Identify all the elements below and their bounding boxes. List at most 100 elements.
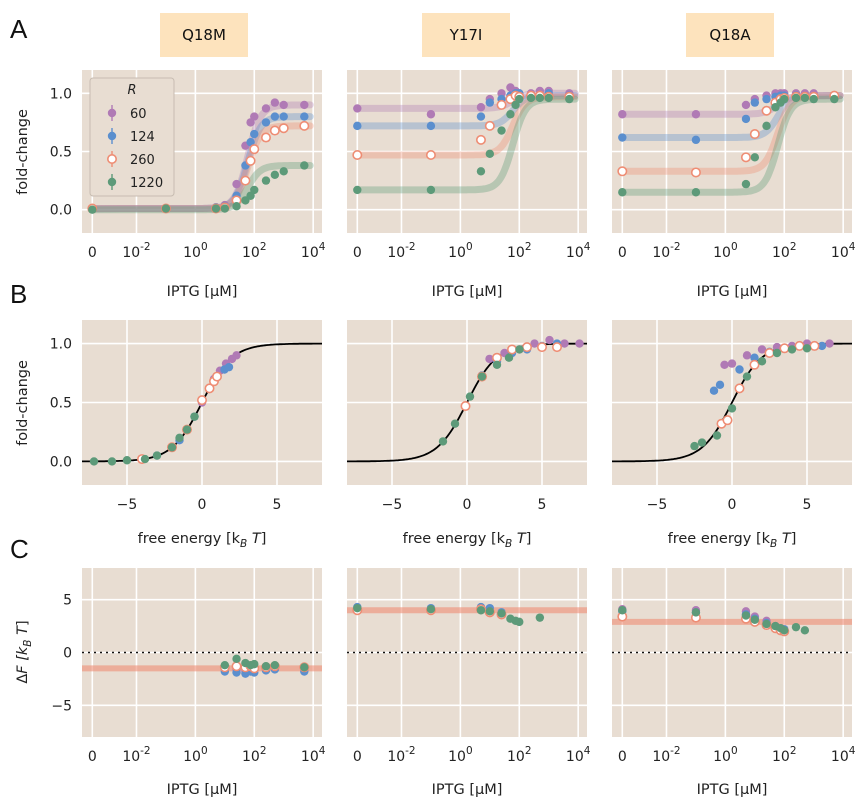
data-point-260 — [740, 152, 751, 163]
mutant-title-text: Q18M — [182, 26, 226, 44]
x-tick-label: 5 — [803, 497, 812, 513]
x-tick-label: 104 — [301, 241, 326, 261]
data-point-60 — [560, 339, 569, 348]
x-axis-label: IPTG [µM] — [167, 284, 238, 300]
data-point-1220 — [526, 93, 536, 103]
data-point-124 — [279, 112, 288, 121]
legend-box — [89, 77, 175, 197]
data-point-1220 — [107, 457, 117, 466]
y-tick-label: 0.0 — [50, 454, 72, 470]
data-point-1220 — [465, 392, 475, 401]
data-point-260 — [212, 371, 223, 382]
data-point-1220 — [800, 93, 810, 103]
data-point-260 — [551, 342, 562, 353]
legend-marker-1220 — [107, 177, 117, 187]
data-point-1220 — [497, 126, 506, 135]
data-point-260 — [475, 134, 486, 145]
data-point-260 — [197, 395, 208, 406]
title-box — [160, 13, 248, 57]
x-tick-label: 102 — [507, 745, 532, 765]
x-axis-label: IPTG [µM] — [167, 782, 238, 798]
data-point-1220 — [504, 353, 514, 362]
data-point-124 — [353, 121, 362, 131]
y-tick-label: 1.0 — [50, 337, 72, 353]
data-point-1220 — [618, 188, 627, 197]
data-point-1220 — [250, 185, 259, 195]
data-point-1220 — [182, 425, 192, 434]
data-point-260 — [352, 149, 363, 160]
data-point-60 — [742, 351, 752, 360]
title-box — [686, 13, 774, 57]
x-tick-label: 0 — [353, 749, 362, 765]
data-point-1220 — [279, 167, 288, 176]
panel-letter-c: C — [10, 534, 29, 564]
x-axis-label: free energy [kB T] — [668, 531, 797, 550]
data-point-260 — [617, 166, 628, 177]
legend-label-124: 124 — [130, 130, 155, 145]
data-point-124 — [817, 341, 827, 351]
x-tick-label: 0 — [463, 497, 472, 513]
data-point-1220 — [426, 604, 436, 614]
panel-b-1: −5 0 5 0.0 0.5 1.0 free energy [kB T] — [50, 320, 322, 550]
data-point-260 — [749, 359, 760, 370]
data-point-60 — [250, 112, 259, 121]
data-point-124 — [250, 129, 259, 139]
data-point-260 — [240, 175, 251, 186]
data-point-1220 — [492, 360, 502, 369]
data-point-124 — [709, 386, 719, 395]
data-point-124 — [300, 112, 309, 121]
data-point-1220 — [300, 663, 309, 672]
x-axis-label: free energy [kB T] — [403, 531, 532, 550]
panel-a-2: 0 10-2 100 102 104 IPTG [µM] — [347, 70, 591, 300]
data-point-1220 — [161, 204, 171, 213]
x-tick-label: 0 — [198, 497, 207, 513]
data-point-260 — [506, 344, 517, 355]
x-tick-label: 0 — [618, 749, 627, 765]
data-point-124 — [691, 135, 701, 145]
data-point-124 — [735, 365, 744, 374]
y-tick-label: 5 — [63, 593, 72, 609]
data-point-260 — [809, 340, 820, 351]
data-point-260 — [749, 129, 760, 140]
x-tick-label: 104 — [566, 745, 591, 765]
x-axis-label: IPTG [µM] — [432, 284, 503, 300]
legend: R 60 124 260 1220 — [89, 77, 175, 197]
mutant-title-text: Q18A — [709, 26, 751, 44]
y-axis-label-b: fold-change — [15, 360, 31, 446]
y-axis-label-a: fold-change — [15, 109, 31, 195]
y-tick-label: −5 — [51, 698, 72, 714]
data-point-260 — [484, 120, 495, 131]
data-point-60 — [727, 359, 737, 368]
data-point-1220 — [250, 659, 259, 669]
data-point-60 — [353, 104, 362, 113]
data-point-1220 — [690, 441, 699, 451]
data-point-124 — [270, 112, 280, 121]
data-point-60 — [772, 342, 782, 352]
data-point-1220 — [772, 348, 782, 358]
x-tick-label: 0 — [618, 245, 627, 261]
title-box — [422, 13, 510, 57]
data-point-60 — [691, 110, 701, 119]
data-point-260 — [425, 149, 436, 160]
data-point-260 — [779, 343, 790, 354]
data-point-1220 — [757, 357, 767, 366]
data-point-1220 — [809, 94, 818, 104]
x-tick-label: 100 — [183, 241, 208, 261]
data-point-1220 — [506, 110, 515, 119]
data-point-1220 — [535, 613, 545, 622]
data-point-60 — [618, 110, 627, 119]
data-point-1220 — [476, 167, 486, 176]
data-point-60 — [485, 354, 494, 364]
x-tick-label: 100 — [713, 241, 738, 261]
data-point-60 — [232, 351, 241, 360]
data-point-1220 — [190, 412, 199, 421]
y-tick-label: 1.0 — [50, 86, 72, 102]
data-point-260 — [249, 144, 260, 155]
data-point-60 — [300, 100, 309, 110]
x-tick-label: 0 — [88, 245, 97, 261]
x-tick-label: 10-2 — [652, 745, 680, 765]
data-point-1220 — [544, 93, 553, 103]
data-point-1220 — [300, 161, 309, 170]
data-point-1220 — [426, 185, 436, 195]
